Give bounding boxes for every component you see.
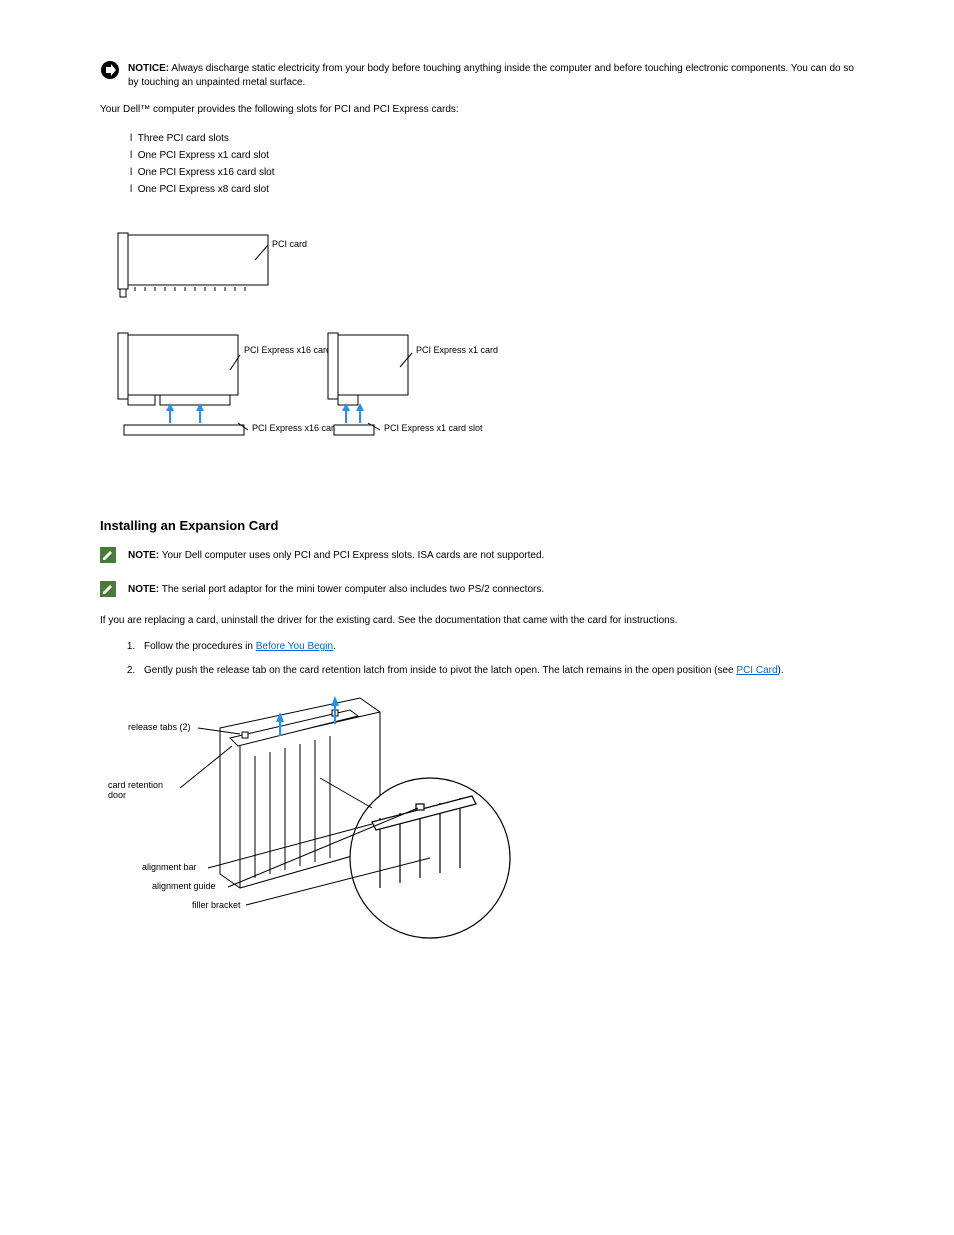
step-2: Gently push the release tab on the card … [138,664,854,678]
pcie-x1-slot-label: PCI Express x1 card slot [384,423,483,433]
notice-arrow-icon [100,60,120,80]
slot-item: One PCI Express x8 card slot [130,184,854,195]
step-1-suffix: . [333,641,336,652]
note-pencil-icon [100,581,120,601]
replace-card-text: If you are replacing a card, uninstall t… [100,615,854,626]
note-pencil-icon [100,547,120,567]
note-row: NOTE: Your Dell computer uses only PCI a… [100,547,854,567]
note-body: Your Dell computer uses only PCI and PCI… [159,550,544,561]
before-you-begin-link[interactable]: Before You Begin [256,641,333,652]
step-2-prefix: Gently push the release tab on the card … [144,665,736,676]
step-2-suffix: ). [778,665,784,676]
note2-text: NOTE: The serial port adaptor for the mi… [128,581,544,597]
notice-bold: NOTICE: [128,63,169,74]
note-text: NOTE: Your Dell computer uses only PCI a… [128,547,544,563]
release-tabs-label: release tabs (2) [128,722,191,732]
slot-item: Three PCI card slots [130,133,854,144]
note2-row: NOTE: The serial port adaptor for the mi… [100,581,854,601]
pcie-x1-label: PCI Express x1 card [416,345,498,355]
filler-bracket-label: filler bracket [192,900,241,910]
notice-body: Always discharge static electricity from… [128,63,854,88]
step-1: Follow the procedures in Before You Begi… [138,640,854,654]
step-1-prefix: Follow the procedures in [144,641,256,652]
note-bold: NOTE: [128,550,159,561]
slot-item: One PCI Express x1 card slot [130,150,854,161]
alignment-guide-label: alignment guide [152,881,216,891]
pcie-x16-label: PCI Express x16 card [244,345,331,355]
install-steps: Follow the procedures in Before You Begi… [138,640,854,678]
slot-item: One PCI Express x16 card slot [130,167,854,178]
section-heading: Installing an Expansion Card [100,518,854,533]
card-types-diagram: PCI card PCI Express x16 card PCI Expres… [100,225,854,488]
slot-list: Three PCI card slots One PCI Express x1 … [130,133,854,195]
pci-card-label: PCI card [272,239,307,249]
card-retention-diagram: release tabs (2) card retentiondoor alig… [80,688,854,971]
alignment-bar-label: alignment bar [142,862,197,872]
note2-body: The serial port adaptor for the mini tow… [159,584,544,595]
intro-text: Your Dell™ computer provides the followi… [100,104,854,115]
pci-card-link[interactable]: PCI Card [736,665,777,676]
note2-bold: NOTE: [128,584,159,595]
notice-caution: NOTICE: Always discharge static electric… [100,60,854,90]
card-retention-door-label: card retentiondoor [108,780,163,800]
notice-caution-text: NOTICE: Always discharge static electric… [128,60,854,90]
